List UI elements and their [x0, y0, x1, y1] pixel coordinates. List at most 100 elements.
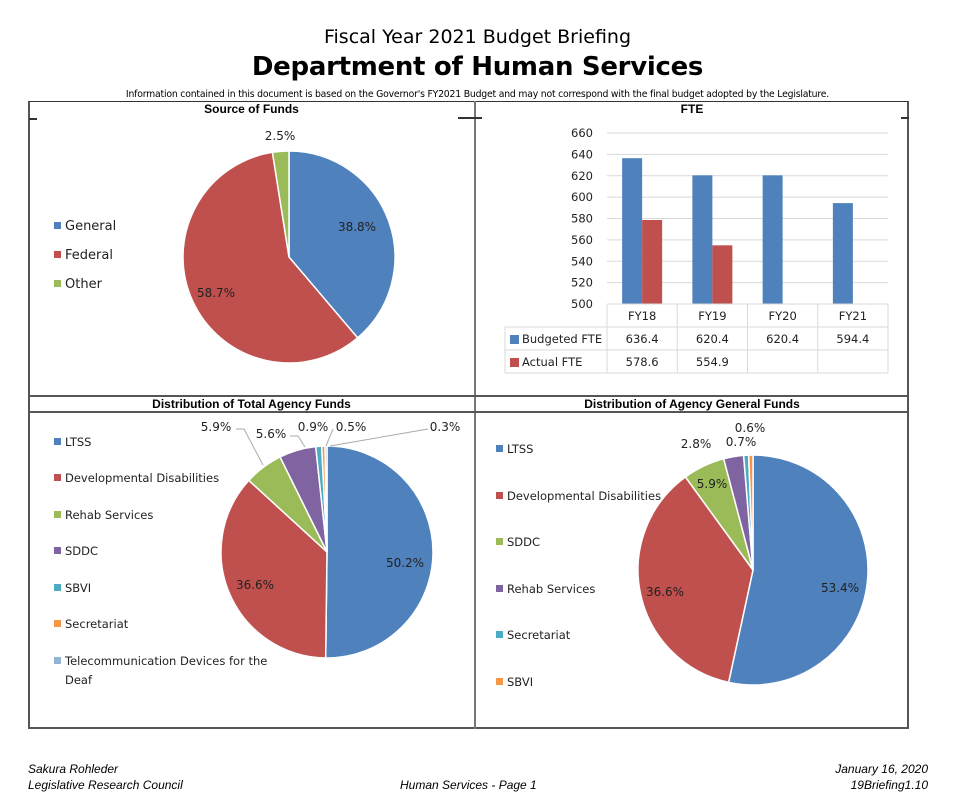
legend-label-sddc: SDDC — [507, 535, 540, 549]
footer-right: January 16, 2020 19Briefing1.10 — [835, 761, 928, 793]
data-label-developmental-disabilities: 36.6% — [646, 585, 684, 599]
legend-label-telecommunication-devices-for-the-deaf: Deaf — [65, 673, 93, 687]
legend-swatch-sddc — [54, 547, 61, 554]
legend-label-rehab-services: Rehab Services — [507, 582, 595, 596]
legend-label-secretariat: Secretariat — [507, 628, 571, 642]
legend-swatch-rehab-services — [496, 585, 503, 592]
x-category-label-fy18: FY18 — [628, 309, 656, 323]
table-cell-budgeted-fte-fy18: 636.4 — [626, 332, 659, 346]
data-label-other: 2.5% — [265, 129, 296, 143]
footer-left: Sakura Rohleder Legislative Research Cou… — [28, 761, 183, 793]
legend-label-ltss: LTSS — [507, 442, 533, 456]
data-label-general: 38.8% — [338, 220, 376, 234]
legend-swatch-actual-fte — [510, 358, 519, 367]
tick-mark — [458, 117, 482, 119]
bar-actual-fte-fy19 — [712, 245, 733, 304]
pie-slice-sbvi — [747, 454, 754, 571]
legend-label-telecommunication-devices-for-the-deaf: Telecommunication Devices for the — [64, 654, 267, 668]
x-category-label-fy21: FY21 — [839, 309, 867, 323]
general-funds-title: Distribution of Agency General Funds — [584, 397, 800, 411]
charts-grid-frame — [28, 101, 909, 729]
bar-budgeted-fte-fy21 — [832, 203, 853, 304]
legend-label-secretariat: Secretariat — [65, 617, 129, 631]
footer-date: January 16, 2020 — [835, 762, 928, 776]
x-category-label-fy19: FY19 — [698, 309, 726, 323]
legend-label-budgeted-fte: Budgeted FTE — [522, 332, 602, 346]
table-cell-actual-fte-fy19: 554.9 — [696, 355, 729, 369]
leader-line-telecommunication-devices-for-the-deaf — [329, 428, 429, 447]
legend-label-actual-fte: Actual FTE — [522, 355, 582, 369]
y-tick-label-560: 560 — [571, 233, 593, 247]
legend-swatch-budgeted-fte — [510, 335, 519, 344]
document-title: Department of Human Services — [251, 52, 704, 82]
bar-actual-fte-fy18 — [642, 219, 663, 304]
data-label-ltss: 50.2% — [386, 556, 424, 570]
legend-swatch-sbvi — [54, 584, 61, 591]
legend-label-federal: Federal — [65, 248, 113, 263]
y-tick-label-600: 600 — [571, 190, 593, 204]
table-cell-actual-fte-fy18: 578.6 — [626, 355, 659, 369]
legend-swatch-ltss — [496, 445, 503, 452]
x-category-label-fy20: FY20 — [768, 309, 796, 323]
bar-budgeted-fte-fy19 — [692, 175, 713, 304]
y-tick-label-500: 500 — [571, 297, 593, 311]
legend-label-general: General — [65, 219, 116, 234]
legend-swatch-rehab-services — [54, 511, 61, 518]
table-cell-budgeted-fte-fy21: 594.4 — [836, 332, 869, 346]
legend-label-developmental-disabilities: Developmental Disabilities — [65, 471, 219, 485]
pie-slice-developmental-disabilities — [220, 479, 328, 659]
footer-doc-id: 19Briefing1.10 — [850, 778, 928, 792]
document-subtitle: Fiscal Year 2021 Budget Briefing — [323, 26, 632, 48]
total-agency-funds-title: Distribution of Total Agency Funds — [152, 397, 351, 411]
legend-label-other: Other — [65, 277, 103, 292]
source-of-funds-title: Source of Funds — [204, 102, 299, 116]
y-tick-label-620: 620 — [571, 169, 593, 183]
grid-header-divider — [28, 411, 909, 413]
data-label-sddc: 5.9% — [697, 477, 728, 491]
disclaimer: Information contained in this document i… — [125, 89, 830, 100]
pie-slice-developmental-disabilities — [637, 475, 754, 684]
table-cell-budgeted-fte-fy20: 620.4 — [766, 332, 799, 346]
data-label-developmental-disabilities: 36.6% — [236, 578, 274, 592]
pie-slice-other — [271, 150, 290, 258]
legend-label-ltss: LTSS — [65, 435, 91, 449]
footer-page: Human Services - Page 1 — [400, 778, 537, 792]
legend-swatch-sddc — [496, 538, 503, 545]
legend-swatch-secretariat — [496, 631, 503, 638]
data-label-secretariat: 0.5% — [336, 420, 367, 434]
legend-swatch-secretariat — [54, 620, 61, 627]
legend-swatch-developmental-disabilities — [54, 474, 61, 481]
data-label-federal: 58.7% — [197, 286, 235, 300]
legend-swatch-sbvi — [496, 678, 503, 685]
legend-swatch-federal — [54, 251, 61, 258]
leader-line-secretariat — [325, 428, 334, 447]
data-label-telecommunication-devices-for-the-deaf: 0.3% — [430, 420, 461, 434]
legend-label-rehab-services: Rehab Services — [65, 508, 153, 522]
data-label-sbvi: 0.9% — [298, 420, 329, 434]
legend-swatch-developmental-disabilities — [496, 492, 503, 499]
fte-title: FTE — [680, 102, 704, 116]
data-label-ltss: 53.4% — [821, 581, 859, 595]
footer-org: Legislative Research Council — [28, 778, 183, 792]
legend-label-developmental-disabilities: Developmental Disabilities — [507, 489, 661, 503]
data-label-secretariat: 0.7% — [726, 435, 757, 449]
y-tick-label-520: 520 — [571, 276, 593, 290]
legend-label-sbvi: SBVI — [65, 581, 91, 595]
leader-line-rehab-services — [236, 428, 264, 466]
pie-slice-general — [288, 150, 396, 339]
legend-label-sddc: SDDC — [65, 544, 98, 558]
grid-vertical-divider — [474, 101, 476, 729]
legend-swatch-other — [54, 280, 61, 287]
data-label-sddc: 5.6% — [256, 427, 287, 441]
legend-swatch-general — [54, 222, 61, 229]
tick-mark — [29, 118, 37, 120]
pie-slice-federal — [182, 151, 359, 364]
table-cell-budgeted-fte-fy19: 620.4 — [696, 332, 729, 346]
legend-swatch-telecommunication-devices-for-the-deaf — [54, 657, 61, 664]
footer-author: Sakura Rohleder — [28, 762, 119, 776]
bar-budgeted-fte-fy18 — [622, 158, 643, 304]
grid-horizontal-divider — [28, 395, 909, 397]
y-tick-label-580: 580 — [571, 212, 593, 226]
pie-slice-ltss — [324, 445, 434, 659]
